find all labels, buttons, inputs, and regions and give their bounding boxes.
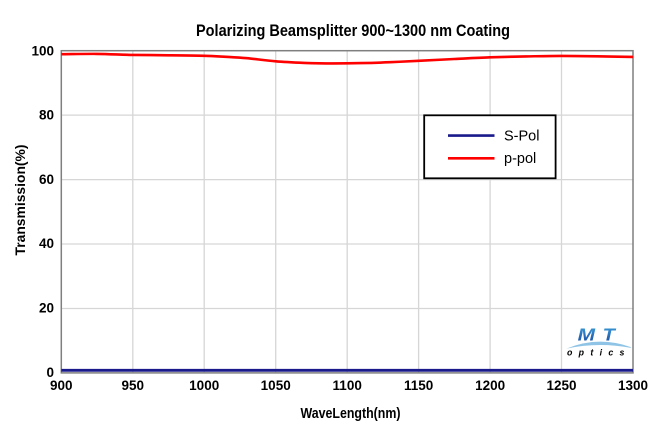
svg-text:80: 80 [39,107,54,122]
svg-text:p-pol: p-pol [504,151,536,167]
svg-text:1250: 1250 [546,378,576,393]
svg-text:WaveLength(nm): WaveLength(nm) [301,406,401,422]
svg-text:0: 0 [46,365,54,380]
svg-text:1050: 1050 [261,378,291,393]
svg-text:M: M [578,325,596,345]
svg-text:1000: 1000 [189,378,219,393]
svg-text:T: T [603,325,617,345]
svg-text:1300: 1300 [618,378,648,393]
svg-text:20: 20 [39,301,54,316]
svg-text:900: 900 [50,378,73,393]
svg-text:1150: 1150 [404,378,433,393]
svg-text:optics: optics [567,348,631,358]
svg-text:40: 40 [39,236,54,251]
svg-text:60: 60 [39,172,54,187]
svg-text:100: 100 [31,43,54,58]
svg-text:Polarizing Beamsplitter 900~13: Polarizing Beamsplitter 900~1300 nm Coat… [196,21,510,40]
svg-text:1100: 1100 [333,378,362,393]
svg-text:Transmission(%): Transmission(%) [12,145,28,256]
svg-text:1200: 1200 [475,378,505,393]
svg-text:S-Pol: S-Pol [504,129,539,145]
svg-text:950: 950 [122,378,145,393]
